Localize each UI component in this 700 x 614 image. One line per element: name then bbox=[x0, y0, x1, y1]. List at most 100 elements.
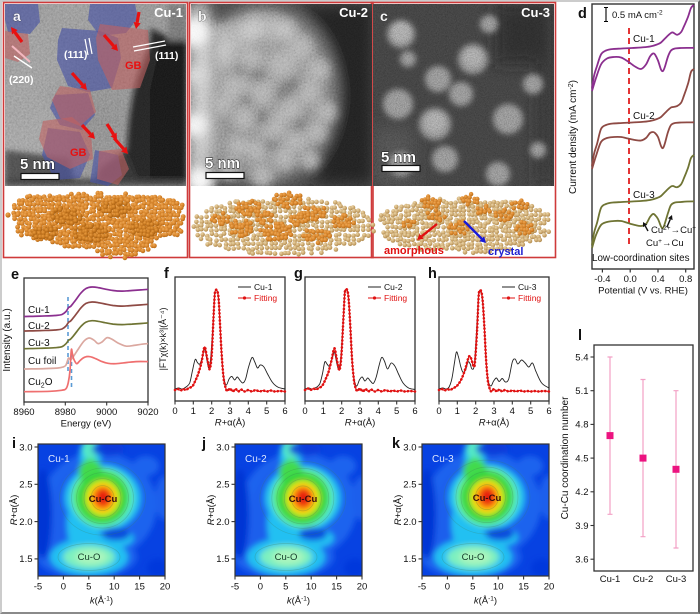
svg-text:1: 1 bbox=[455, 406, 460, 417]
svg-text:Cu foil: Cu foil bbox=[28, 356, 56, 367]
svg-text:Energy (eV): Energy (eV) bbox=[61, 419, 112, 430]
svg-text:Cu-2: Cu-2 bbox=[28, 321, 50, 332]
svg-text:Cu-3: Cu-3 bbox=[518, 282, 537, 292]
svg-text:Cu-1: Cu-1 bbox=[254, 282, 273, 292]
svg-text:15: 15 bbox=[134, 582, 145, 593]
svg-text:R+α(Å): R+α(Å) bbox=[393, 495, 404, 526]
svg-text:5.1: 5.1 bbox=[575, 386, 588, 397]
svg-text:6: 6 bbox=[412, 406, 417, 417]
svg-text:15: 15 bbox=[518, 582, 529, 593]
svg-text:Cu-3: Cu-3 bbox=[28, 338, 50, 349]
svg-text:Cu-Cu: Cu-Cu bbox=[289, 494, 318, 505]
svg-text:0.8: 0.8 bbox=[679, 274, 692, 285]
svg-text:20: 20 bbox=[357, 582, 368, 593]
svg-text:Cu-1: Cu-1 bbox=[48, 454, 70, 465]
svg-text:Cu-O: Cu-O bbox=[462, 552, 485, 563]
svg-text:2.0: 2.0 bbox=[403, 517, 416, 528]
svg-text:Cu-1: Cu-1 bbox=[600, 574, 621, 585]
svg-text:-0.4: -0.4 bbox=[594, 274, 610, 285]
svg-text:2.5: 2.5 bbox=[19, 480, 32, 491]
svg-text:5: 5 bbox=[528, 406, 533, 417]
svg-text:(111): (111) bbox=[64, 49, 87, 61]
svg-text:4: 4 bbox=[246, 406, 251, 417]
svg-text:g: g bbox=[294, 266, 303, 282]
svg-text:9000: 9000 bbox=[96, 407, 117, 418]
svg-text:Cu-1: Cu-1 bbox=[28, 305, 50, 316]
svg-text:20: 20 bbox=[160, 582, 171, 593]
svg-text:10: 10 bbox=[493, 582, 504, 593]
svg-text:Cu-Cu: Cu-Cu bbox=[89, 494, 118, 505]
svg-text:15: 15 bbox=[331, 582, 342, 593]
svg-text:4: 4 bbox=[510, 406, 515, 417]
svg-text:2.0: 2.0 bbox=[19, 517, 32, 528]
svg-text:3.6: 3.6 bbox=[575, 555, 588, 566]
svg-text:h: h bbox=[428, 266, 437, 282]
svg-text:9020: 9020 bbox=[137, 407, 158, 418]
svg-text:Cu-3: Cu-3 bbox=[666, 574, 687, 585]
svg-text:Intensity (a.u.): Intensity (a.u.) bbox=[2, 308, 13, 371]
svg-text:Cu-3: Cu-3 bbox=[633, 190, 655, 201]
svg-text:-5: -5 bbox=[34, 582, 42, 593]
svg-text:3.0: 3.0 bbox=[403, 442, 416, 453]
svg-text:10: 10 bbox=[306, 582, 317, 593]
svg-text:2: 2 bbox=[209, 406, 214, 417]
svg-text:Fitting: Fitting bbox=[518, 293, 541, 303]
svg-text:1: 1 bbox=[321, 406, 326, 417]
svg-text:GB: GB bbox=[70, 147, 87, 159]
svg-text:3: 3 bbox=[357, 406, 362, 417]
svg-text:8980: 8980 bbox=[55, 407, 76, 418]
svg-text:R+α(Å): R+α(Å) bbox=[345, 418, 376, 429]
svg-text:4.2: 4.2 bbox=[575, 487, 588, 498]
svg-text:Cu-2: Cu-2 bbox=[245, 454, 267, 465]
svg-text:8960: 8960 bbox=[13, 407, 34, 418]
svg-text:5: 5 bbox=[394, 406, 399, 417]
svg-text:b: b bbox=[198, 8, 207, 24]
svg-text:0.4: 0.4 bbox=[651, 274, 664, 285]
svg-text:4.5: 4.5 bbox=[575, 453, 588, 464]
svg-text:e: e bbox=[11, 267, 19, 283]
svg-text:6: 6 bbox=[546, 406, 551, 417]
svg-text:Cu-3: Cu-3 bbox=[432, 454, 454, 465]
svg-text:k(Å-1): k(Å-1) bbox=[474, 596, 497, 607]
svg-text:Cu-3: Cu-3 bbox=[521, 5, 550, 20]
svg-text:0: 0 bbox=[258, 582, 263, 593]
svg-text:5: 5 bbox=[86, 582, 91, 593]
svg-text:Cu-2: Cu-2 bbox=[339, 5, 368, 20]
svg-text:-5: -5 bbox=[418, 582, 426, 593]
svg-text:R+α(Å): R+α(Å) bbox=[9, 495, 20, 526]
svg-text:20: 20 bbox=[544, 582, 555, 593]
svg-text:k: k bbox=[392, 436, 401, 452]
svg-text:4.8: 4.8 bbox=[575, 420, 588, 431]
svg-text:l: l bbox=[578, 328, 582, 344]
svg-text:Cu-1: Cu-1 bbox=[633, 34, 655, 45]
svg-text:0: 0 bbox=[302, 406, 307, 417]
svg-text:Fitting: Fitting bbox=[384, 293, 407, 303]
svg-text:Cu-2: Cu-2 bbox=[633, 111, 655, 122]
svg-text:Cu2O: Cu2O bbox=[28, 377, 53, 390]
svg-text:Cu-2: Cu-2 bbox=[384, 282, 403, 292]
svg-text:Cu-Cu: Cu-Cu bbox=[473, 493, 502, 504]
svg-text:d: d bbox=[578, 6, 587, 22]
svg-text:3.0: 3.0 bbox=[19, 442, 32, 453]
svg-text:0: 0 bbox=[436, 406, 441, 417]
svg-text:2.5: 2.5 bbox=[403, 480, 416, 491]
svg-text:5 nm: 5 nm bbox=[20, 156, 55, 173]
svg-text:crystal: crystal bbox=[488, 246, 523, 258]
svg-text:R+α(Å): R+α(Å) bbox=[215, 418, 246, 429]
svg-text:1.5: 1.5 bbox=[19, 554, 32, 565]
svg-text:1: 1 bbox=[191, 406, 196, 417]
svg-text:5 nm: 5 nm bbox=[381, 149, 416, 166]
svg-text:Cu-2: Cu-2 bbox=[633, 574, 654, 585]
svg-text:2: 2 bbox=[473, 406, 478, 417]
svg-text:c: c bbox=[380, 8, 388, 24]
svg-text:R+α(Å): R+α(Å) bbox=[206, 495, 217, 526]
svg-text:i: i bbox=[12, 436, 16, 452]
svg-text:Cu-Cu coordination number: Cu-Cu coordination number bbox=[560, 396, 571, 520]
svg-text:(220): (220) bbox=[9, 74, 34, 86]
svg-text:0.0: 0.0 bbox=[624, 274, 637, 285]
svg-text:3.9: 3.9 bbox=[575, 521, 588, 532]
svg-text:Cu-O: Cu-O bbox=[78, 552, 101, 563]
svg-text:0: 0 bbox=[172, 406, 177, 417]
svg-text:R+α(Å): R+α(Å) bbox=[479, 418, 510, 429]
svg-text:3.0: 3.0 bbox=[216, 442, 229, 453]
